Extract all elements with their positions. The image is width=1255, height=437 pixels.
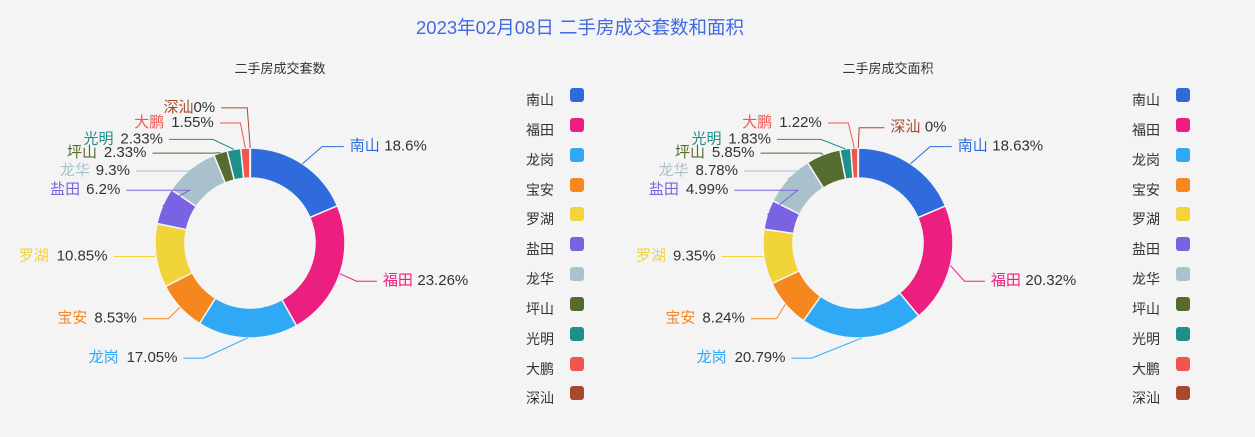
svg-text:18.63%: 18.63% (992, 138, 1043, 155)
svg-text:23.26%: 23.26% (417, 272, 468, 289)
svg-text:17.05%: 17.05% (127, 349, 178, 366)
svg-text:10.85%: 10.85% (57, 247, 108, 264)
svg-text:1.55%: 1.55% (171, 114, 214, 131)
svg-text:南山: 南山 (350, 138, 380, 155)
svg-text:9.35%: 9.35% (673, 247, 716, 264)
svg-text:大鹏: 大鹏 (742, 114, 772, 131)
svg-text:0%: 0% (193, 99, 215, 116)
svg-text:18.6%: 18.6% (384, 138, 427, 155)
svg-text:光明: 光明 (83, 130, 113, 147)
svg-text:大鹏: 大鹏 (134, 114, 164, 131)
svg-text:深汕: 深汕 (164, 99, 194, 116)
svg-text:龙华: 龙华 (60, 162, 90, 179)
svg-text:2.33%: 2.33% (120, 130, 163, 147)
svg-text:1.22%: 1.22% (779, 114, 822, 131)
svg-text:宝安: 宝安 (665, 310, 695, 327)
svg-text:盐田: 盐田 (50, 181, 80, 198)
svg-text:6.2%: 6.2% (86, 181, 120, 198)
svg-text:南山: 南山 (958, 138, 988, 155)
svg-text:4.99%: 4.99% (686, 181, 729, 198)
svg-text:20.79%: 20.79% (735, 349, 786, 366)
svg-text:8.24%: 8.24% (702, 310, 745, 327)
svg-text:0%: 0% (925, 119, 947, 136)
svg-text:盐田: 盐田 (649, 181, 679, 198)
svg-text:深汕: 深汕 (890, 119, 920, 136)
svg-text:宝安: 宝安 (57, 310, 87, 327)
svg-text:罗湖: 罗湖 (636, 247, 666, 264)
svg-text:龙岗: 龙岗 (89, 349, 119, 366)
svg-text:1.83%: 1.83% (728, 130, 771, 147)
svg-text:龙岗: 龙岗 (697, 349, 727, 366)
svg-text:20.32%: 20.32% (1025, 272, 1076, 289)
svg-text:罗湖: 罗湖 (19, 247, 49, 264)
svg-text:福田: 福田 (991, 272, 1021, 289)
svg-text:龙华: 龙华 (658, 162, 688, 179)
svg-text:福田: 福田 (383, 272, 413, 289)
svg-text:9.3%: 9.3% (96, 162, 130, 179)
svg-text:8.78%: 8.78% (695, 162, 738, 179)
svg-text:光明: 光明 (691, 130, 721, 147)
svg-text:8.53%: 8.53% (94, 310, 137, 327)
